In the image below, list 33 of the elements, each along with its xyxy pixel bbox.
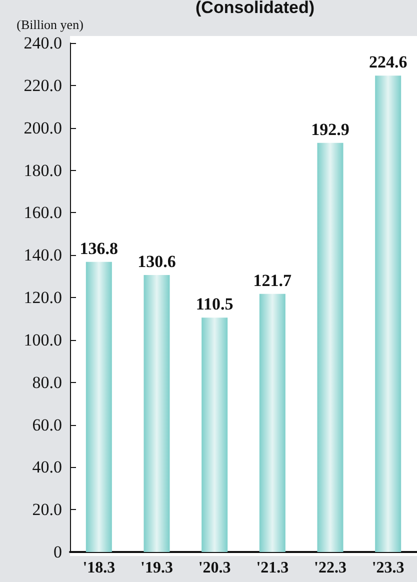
x-tick-label: '23.3	[372, 560, 404, 576]
y-tick-label: 180.0	[24, 160, 62, 180]
x-tick-label: '21.3	[256, 560, 289, 576]
data-label: 110.5	[196, 294, 234, 314]
y-tick-label: 120.0	[24, 288, 62, 307]
y-tick-label: 40.0	[32, 458, 62, 477]
bar	[317, 142, 344, 552]
bar	[86, 262, 112, 552]
bar	[259, 294, 286, 552]
data-label: 121.7	[253, 270, 292, 290]
x-tick-label: '20.3	[198, 560, 231, 576]
y-tick-label: 0	[54, 542, 62, 562]
chart-title: (Consolidated)	[196, 0, 314, 17]
y-tick-label: 240.0	[24, 34, 62, 52]
data-label: 130.6	[138, 252, 176, 272]
y-axis-title: (Billion yen)	[16, 17, 84, 32]
data-label: 224.6	[368, 52, 408, 72]
data-label: 192.9	[311, 120, 350, 139]
x-tick-label: '18.3	[82, 560, 116, 576]
y-tick-label: 160.0	[24, 203, 62, 222]
bar	[144, 275, 170, 552]
y-tick-label: 80.0	[32, 372, 62, 392]
bar	[202, 318, 228, 552]
bar	[375, 76, 402, 552]
x-tick-label: '19.3	[140, 560, 173, 576]
y-tick-label: 200.0	[24, 118, 62, 138]
y-tick-label: 60.0	[32, 415, 62, 434]
data-label: 136.8	[80, 238, 118, 258]
y-tick-label: 140.0	[24, 246, 62, 265]
y-tick-label: 20.0	[32, 500, 62, 520]
x-tick-label: '22.3	[314, 560, 346, 576]
y-tick-label: 220.0	[24, 76, 62, 95]
y-tick-label: 100.0	[24, 330, 62, 350]
